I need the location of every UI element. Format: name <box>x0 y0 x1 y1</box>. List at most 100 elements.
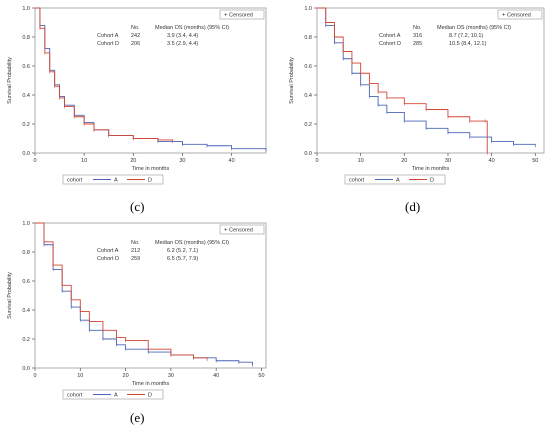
series-D-line <box>35 7 174 142</box>
y-tick-label: 0.4 <box>22 93 30 99</box>
x-axis-label: Time in months <box>132 166 170 172</box>
km-chart-d: 0.0 0.2 0.4 0.6 0.8 1.0 0 10 20 30 40 50 Time in mon… <box>282 0 550 196</box>
table-cohort: Cohort A <box>97 33 119 39</box>
legend-label-D: D <box>148 393 152 399</box>
cohort-legend-title: cohort <box>67 393 83 399</box>
km-chart-e-svg: 0.0 0.2 0.4 0.6 0.8 1.0 0 10 20 30 40 50 Time in mon… <box>7 221 267 400</box>
plot-frame <box>316 7 545 154</box>
censored-legend-box <box>219 9 265 20</box>
censored-legend-label: Censored <box>507 13 531 19</box>
x-tick-label: 20 <box>130 158 136 164</box>
x-axis-label: Time in months <box>412 166 450 172</box>
caption-d: (d) <box>405 199 421 214</box>
censored-legend-label: Censored <box>229 228 253 234</box>
cohort-legend-box <box>62 389 164 400</box>
censored-marker-icon: + <box>502 13 506 19</box>
table-n: 285 <box>413 41 422 47</box>
plot-frame <box>34 222 267 369</box>
km-chart-d-svg: 0.0 0.2 0.4 0.6 0.8 1.0 0 10 20 30 40 50 Time in mon… <box>289 6 545 185</box>
y-tick-label: 1.0 <box>22 6 30 12</box>
km-chart-c: 0.0 0.2 0.4 0.6 0.8 1.0 0 10 20 30 40 Time in month… <box>0 0 272 196</box>
y-tick-label: 0.2 <box>22 122 30 128</box>
y-tick-label: 0.4 <box>304 93 312 99</box>
table-header-n: No. <box>413 25 422 31</box>
plot-frame <box>34 7 267 154</box>
table-median: 6.5 (5.7, 7.9) <box>167 256 198 262</box>
censored-marker-icon: + <box>224 228 228 234</box>
x-tick-label: 40 <box>489 158 495 164</box>
y-tick-label: 0.6 <box>22 64 30 70</box>
table-n: 316 <box>413 33 422 39</box>
table-cohort: Cohort D <box>97 41 119 47</box>
x-tick-label: 0 <box>33 373 36 379</box>
caption-e: (e) <box>130 410 145 425</box>
legend-label-D: D <box>430 178 434 184</box>
y-tick-label: 0.0 <box>304 151 312 157</box>
table-header-median: Median OS (months) (95% CI) <box>155 25 229 31</box>
table-median: 3.5 (2.9, 4.4) <box>167 41 198 47</box>
x-tick-label: 20 <box>401 158 407 164</box>
km-chart-e: 0.0 0.2 0.4 0.6 0.8 1.0 0 10 20 30 40 50 Time in mon… <box>0 215 272 407</box>
table-header-median: Median OS (months) (95% CI) <box>437 25 511 31</box>
y-tick-label: 0.6 <box>22 279 30 285</box>
table-cohort: Cohort A <box>97 248 119 254</box>
series-D-line <box>317 7 488 153</box>
x-tick-label: 30 <box>445 158 451 164</box>
cohort-legend-box <box>344 174 446 185</box>
y-axis-label: Survival Probability <box>289 57 295 104</box>
y-tick-label: 1.0 <box>304 6 312 12</box>
x-tick-label: 30 <box>168 373 174 379</box>
cohort-legend-title: cohort <box>349 178 365 184</box>
series-D-line <box>35 222 208 360</box>
km-chart-c-svg: 0.0 0.2 0.4 0.6 0.8 1.0 0 10 20 30 40 Time in month… <box>7 6 267 185</box>
x-tick-label: 0 <box>33 158 36 164</box>
censored-legend-box <box>497 9 543 20</box>
y-tick-label: 0.0 <box>22 151 30 157</box>
y-axis-label: Survival Probability <box>7 272 13 319</box>
series-A-line <box>35 7 267 151</box>
y-tick-label: 0.2 <box>22 337 30 343</box>
legend-label-A: A <box>114 178 118 184</box>
y-tick-label: 0.0 <box>22 366 30 372</box>
table-median: 10.5 (8.4, 12.1) <box>449 41 486 47</box>
x-tick-label: 50 <box>532 158 538 164</box>
table-cohort: Cohort D <box>97 256 119 262</box>
cohort-legend-title: cohort <box>67 178 83 184</box>
y-axis-label: Survival Probability <box>7 57 13 104</box>
censored-legend-box <box>219 224 265 235</box>
table-n: 242 <box>131 33 140 39</box>
table-header-n: No. <box>131 240 140 246</box>
x-tick-label: 50 <box>258 373 264 379</box>
y-tick-label: 0.4 <box>22 308 30 314</box>
y-tick-label: 0.8 <box>22 35 30 41</box>
table-median: 3.9 (3.4, 4.4) <box>167 33 198 39</box>
y-tick-label: 0.6 <box>304 64 312 70</box>
table-median: 8.7 (7.2, 10.1) <box>449 33 483 39</box>
table-n: 259 <box>131 256 140 262</box>
x-tick-label: 10 <box>77 373 83 379</box>
table-header-n: No. <box>131 25 140 31</box>
table-n: 212 <box>131 248 140 254</box>
legend-label-D: D <box>148 178 152 184</box>
legend-label-A: A <box>114 393 118 399</box>
y-tick-label: 0.8 <box>304 35 312 41</box>
x-tick-label: 10 <box>81 158 87 164</box>
table-n: 206 <box>131 41 140 47</box>
y-tick-label: 0.8 <box>22 250 30 256</box>
x-tick-label: 0 <box>315 158 318 164</box>
x-tick-label: 30 <box>179 158 185 164</box>
table-header-median: Median OS (months) (95% CI) <box>155 240 229 246</box>
legend-label-A: A <box>396 178 400 184</box>
y-tick-label: 0.2 <box>304 122 312 128</box>
table-median: 6.2 (5.2, 7.1) <box>167 248 198 254</box>
table-cohort: Cohort D <box>379 41 401 47</box>
x-tick-label: 40 <box>229 158 235 164</box>
x-axis-label: Time in months <box>132 381 170 387</box>
caption-c: (c) <box>130 199 145 214</box>
censored-legend-label: Censored <box>229 13 253 19</box>
table-cohort: Cohort A <box>379 33 401 39</box>
x-tick-label: 20 <box>123 373 129 379</box>
x-tick-label: 10 <box>358 158 364 164</box>
cohort-legend-box <box>62 174 164 185</box>
censored-marker-icon: + <box>224 13 228 19</box>
